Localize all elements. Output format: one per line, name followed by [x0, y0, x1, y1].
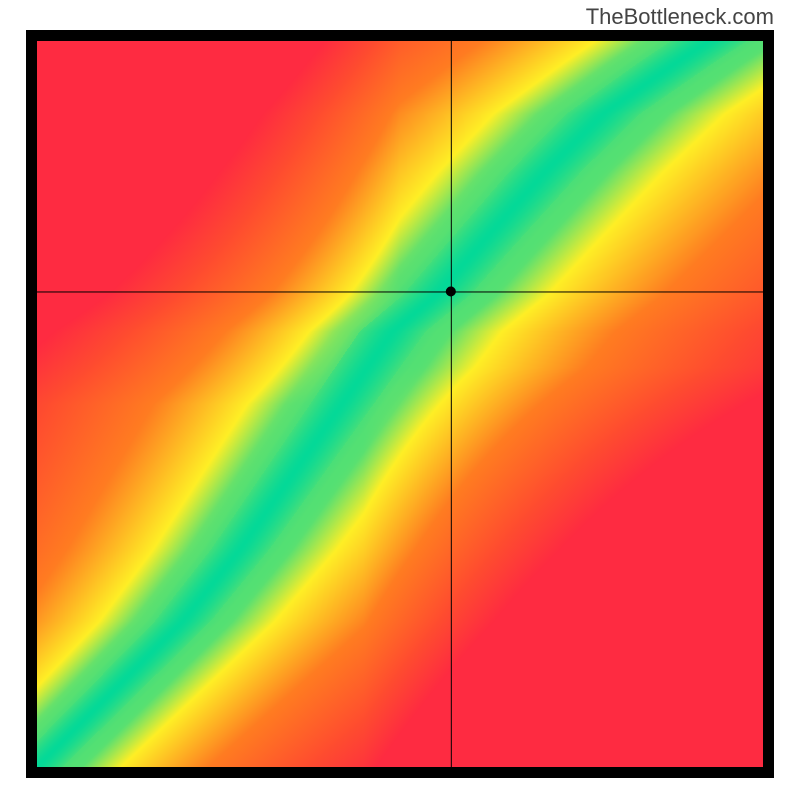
chart-container: TheBottleneck.com — [0, 0, 800, 800]
heatmap-canvas — [26, 30, 774, 778]
plot-area — [26, 30, 774, 778]
watermark-text: TheBottleneck.com — [586, 4, 774, 30]
